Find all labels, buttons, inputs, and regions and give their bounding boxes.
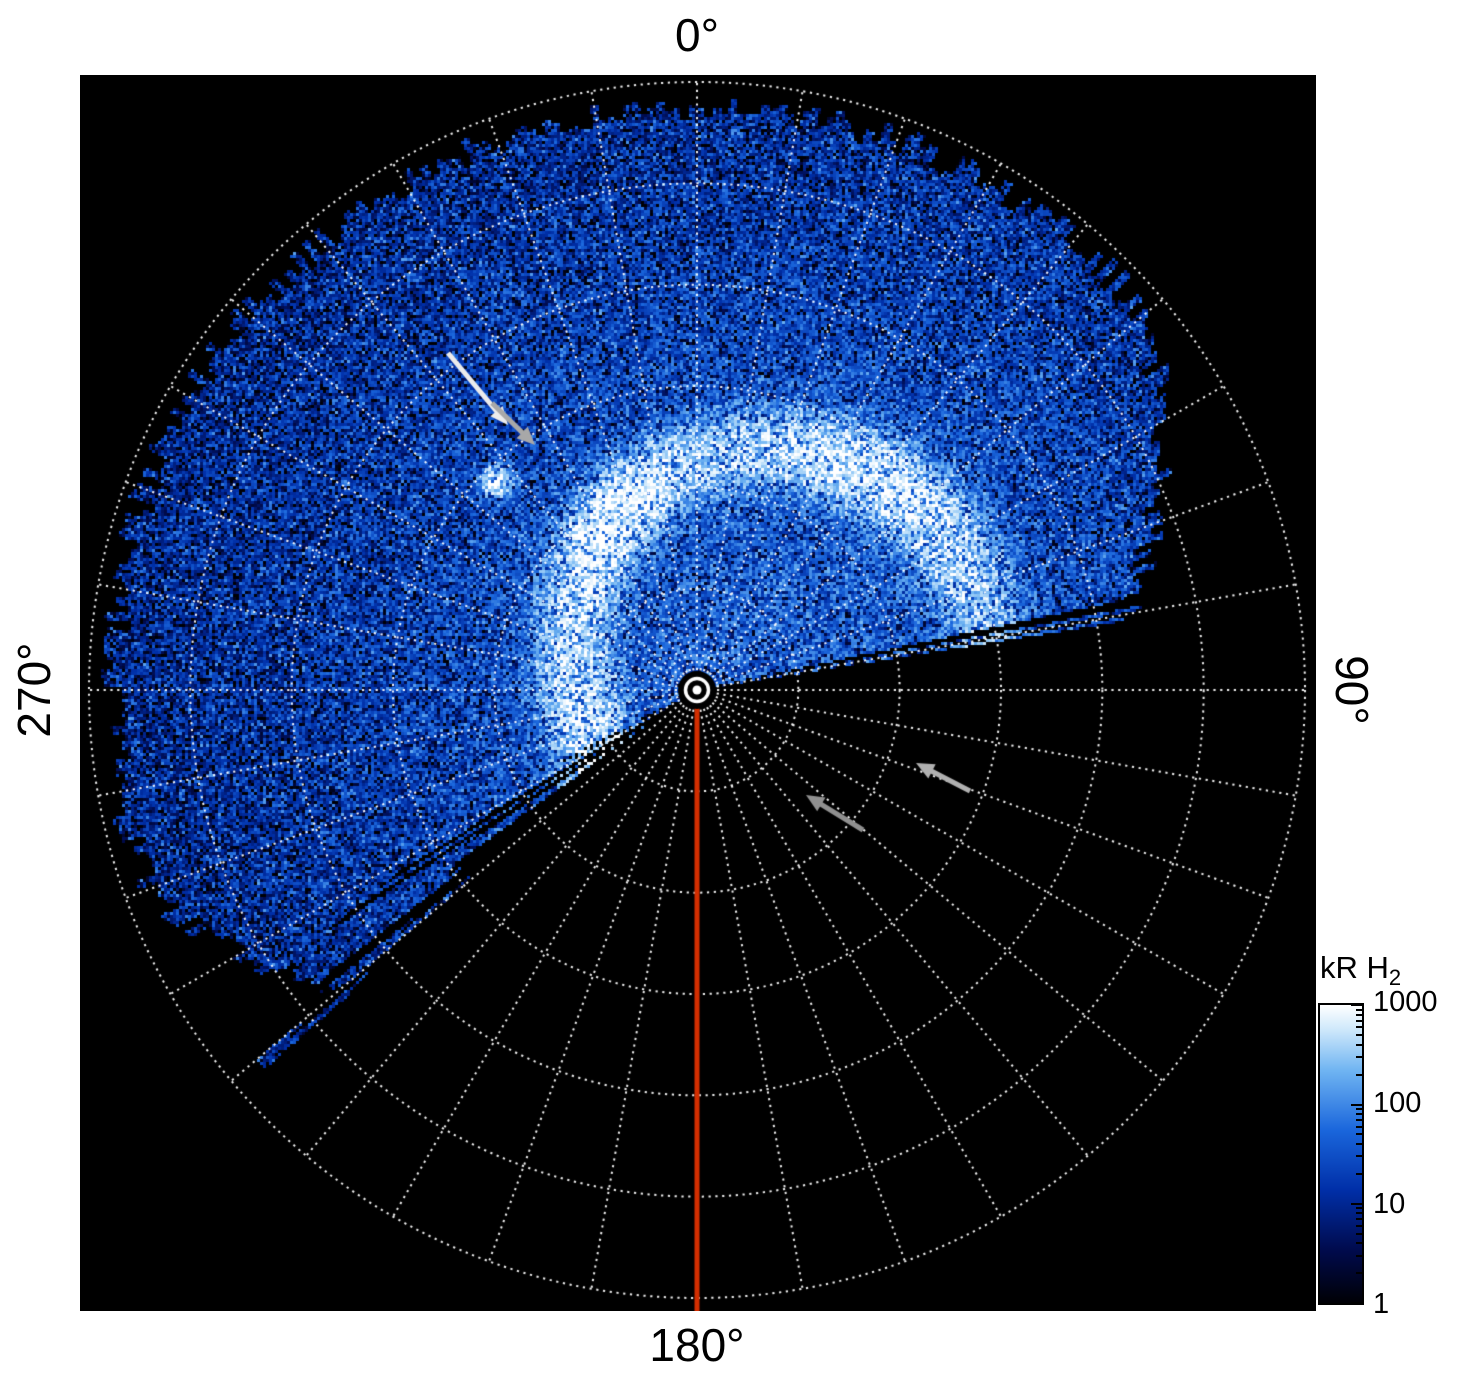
colorbar-minor-tick bbox=[1356, 1026, 1362, 1029]
colorbar-minor-tick bbox=[1356, 1008, 1362, 1011]
colorbar-minor-tick bbox=[1356, 1224, 1362, 1227]
colorbar-major-tick bbox=[1351, 1202, 1362, 1205]
colorbar-tick-label: 100 bbox=[1373, 1086, 1422, 1119]
colorbar-minor-tick bbox=[1356, 1254, 1362, 1257]
colorbar-minor-tick bbox=[1356, 1143, 1362, 1146]
colorbar-minor-tick bbox=[1356, 1013, 1362, 1016]
angle-label-0: 0° bbox=[675, 9, 719, 61]
polar-plot-area bbox=[80, 75, 1316, 1311]
colorbar-minor-tick bbox=[1356, 1218, 1362, 1221]
angle-label-90: 90° bbox=[1326, 655, 1378, 725]
colorbar-major-tick bbox=[1351, 1302, 1362, 1305]
colorbar-minor-tick bbox=[1356, 1073, 1362, 1076]
colorbar-tick-label: 10 bbox=[1373, 1187, 1406, 1220]
colorbar-title: kR H2 bbox=[1320, 950, 1401, 991]
colorbar-minor-tick bbox=[1356, 1019, 1362, 1022]
colorbar-minor-tick bbox=[1356, 1113, 1362, 1116]
colorbar-minor-tick bbox=[1356, 1155, 1362, 1158]
colorbar-tick-label: 1 bbox=[1373, 1288, 1390, 1321]
colorbar-body: 1000 100 10 1 bbox=[1318, 986, 1438, 1320]
colorbar-minor-tick bbox=[1356, 1125, 1362, 1128]
colorbar-minor-tick bbox=[1356, 1056, 1362, 1059]
colorbar-title-text: kR H bbox=[1320, 950, 1389, 985]
colorbar-minor-tick bbox=[1356, 1043, 1362, 1046]
colorbar-gradient bbox=[1320, 1005, 1362, 1304]
colorbar-major-tick bbox=[1351, 1004, 1362, 1007]
colorbar-major-tick bbox=[1351, 1103, 1362, 1106]
colorbar-title-subscript: 2 bbox=[1388, 965, 1402, 991]
colorbar-minor-tick bbox=[1356, 1212, 1362, 1215]
colorbar-minor-tick bbox=[1356, 1118, 1362, 1121]
colorbar-minor-tick bbox=[1356, 1172, 1362, 1175]
angle-label-270: 270° bbox=[8, 642, 60, 738]
colorbar-minor-tick bbox=[1356, 1108, 1362, 1111]
colorbar-minor-tick bbox=[1356, 1242, 1362, 1245]
colorbar-tick-label: 1000 bbox=[1373, 986, 1438, 1019]
colorbar-minor-tick bbox=[1356, 1207, 1362, 1210]
colorbar-minor-tick bbox=[1356, 1272, 1362, 1275]
colorbar: kR H2 1000 100 10 1 bbox=[1318, 950, 1438, 1320]
colorbar-minor-tick bbox=[1356, 1133, 1362, 1136]
colorbar-minor-tick bbox=[1356, 1034, 1362, 1037]
polar-canvas bbox=[80, 75, 1316, 1311]
angle-label-180: 180° bbox=[649, 1319, 745, 1371]
colorbar-minor-tick bbox=[1356, 1232, 1362, 1235]
colorbar-bar bbox=[1318, 1003, 1364, 1306]
